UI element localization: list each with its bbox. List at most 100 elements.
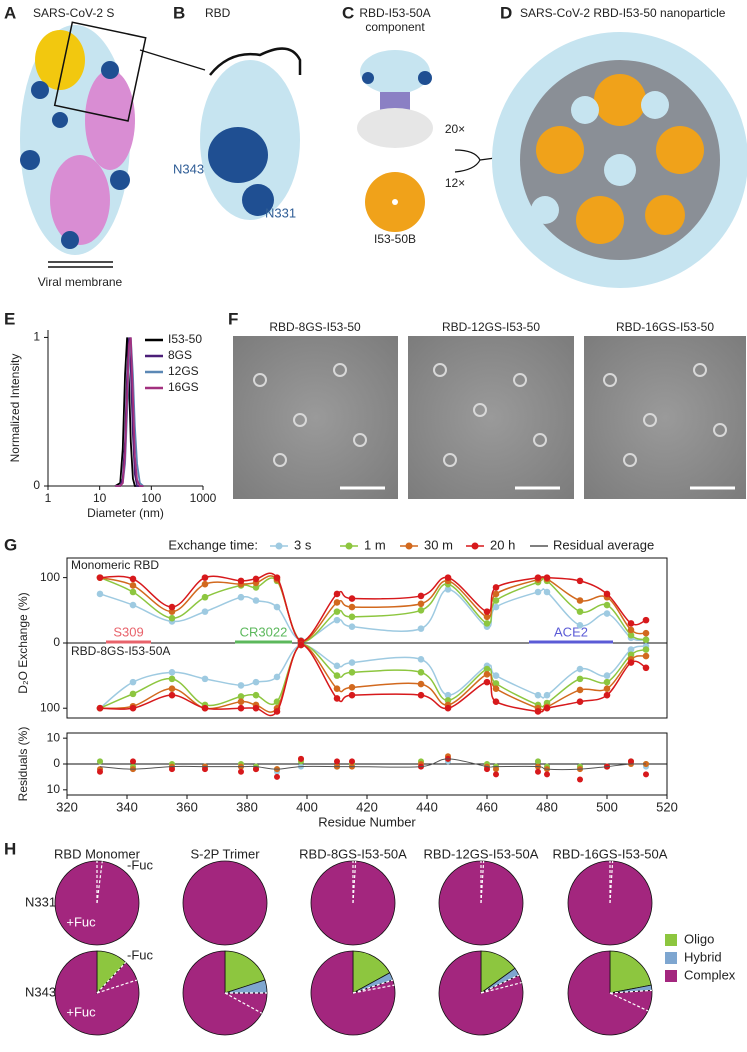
exchange-point [627,631,635,639]
legend-label: 16GS [168,380,199,394]
x-tick-label: 340 [116,799,138,814]
exchange-point [543,574,551,581]
exchange-point [252,691,260,699]
fucose-divider [224,992,263,1014]
exchange-point [333,599,341,606]
exchange-point [348,691,356,699]
exchange-point [543,691,551,699]
rbd-render [200,47,302,220]
exchange-point [627,659,635,666]
exchange-point [576,577,584,585]
residual-point [169,766,175,773]
pie-slice [609,950,652,994]
y-tick-label: 10 [47,730,61,744]
panel-letter: G [4,535,17,554]
legend-label: Residual average [553,537,654,552]
exchange-point [168,691,176,699]
column-title: RBD Monomer [54,846,141,861]
panel-title: SARS-CoV-2 S [33,6,114,20]
exchange-point [129,601,137,609]
fucose-label: +Fuc [66,1004,96,1019]
fucose-label: -Fuc [127,857,154,872]
exchange-point [603,590,611,598]
panel-title: SARS-CoV-2 RBD-I53-50 nanoparticle [520,6,726,20]
exchange-point [444,697,452,704]
exchange-point [348,623,356,630]
exchange-point [417,691,425,699]
legend-swatch [665,934,677,946]
fucose-divider [609,989,652,994]
exchange-point [642,636,650,644]
exchange-point [201,593,209,601]
exchange-point [96,590,104,598]
x-tick-label: 520 [656,799,678,814]
pie-slice [182,950,268,1036]
legend-label: I53-50 [168,332,202,346]
x-tick-label: 460 [476,799,498,814]
row-label: N343 [25,984,56,999]
legend-label: Oligo [684,931,714,946]
panel-title: component [365,20,425,34]
exchange-curve [99,644,647,709]
exchange-point [252,597,260,604]
exchange-point [543,588,551,596]
panel-letter: A [4,3,16,22]
exchange-point [603,610,611,617]
fucose-divider [96,961,127,994]
exchange-point [237,693,245,700]
exchange-point [492,590,500,598]
exchange-point [168,603,176,611]
exchange-point [348,613,356,621]
fucose-divider [609,992,649,1012]
exchange-point [252,584,260,591]
row-label: N331 [25,894,56,909]
fucose-divider [480,981,522,994]
legend-label: Complex [684,967,736,982]
exchange-point [444,586,452,593]
exchange-point [129,678,137,686]
exchange-point [168,614,176,622]
exchange-point [129,690,137,698]
pie-slice [224,950,266,994]
exchange-point [201,580,209,588]
exchange-point [483,608,491,615]
exchange-point [576,675,584,683]
exchange-point [576,608,584,615]
fucose-label: -Fuc [127,947,154,962]
exchange-point [201,704,209,712]
legend-swatch [405,542,413,550]
x-tick-label: 400 [296,799,318,814]
exchange-point [252,575,260,583]
exchange-point [492,685,500,692]
exchange-point [492,680,500,687]
exchange-point [201,574,209,581]
fucose-divider [352,979,394,994]
residual-point [274,773,280,780]
exchange-point [333,695,341,702]
exchange-point [444,574,452,581]
y-tick-label: 100 [40,700,60,714]
exchange-point [129,704,137,712]
residual-point [484,766,490,773]
legend-label: 3 s [294,537,312,552]
exchange-point [273,603,281,611]
exchange-point [603,685,611,692]
fucose-divider [480,974,520,994]
exchange-point [576,665,584,673]
x-tick-label: 320 [56,799,78,814]
micrograph-title: RBD-12GS-I53-50 [442,320,540,334]
exchange-point [627,620,635,627]
x-tick-label: 380 [236,799,258,814]
column-title: S-2P Trimer [190,846,260,861]
residual-point [643,771,649,778]
exchange-point [273,673,281,681]
x-tick-label: 500 [596,799,618,814]
exchange-point [168,675,176,683]
residual-point [535,758,541,765]
exchange-point [237,593,245,601]
exchange-point [483,671,491,678]
y-tick-label: 100 [40,570,60,584]
column-title: RBD-16GS-I53-50A [553,846,668,861]
y-tick-label: 10 [47,782,61,796]
